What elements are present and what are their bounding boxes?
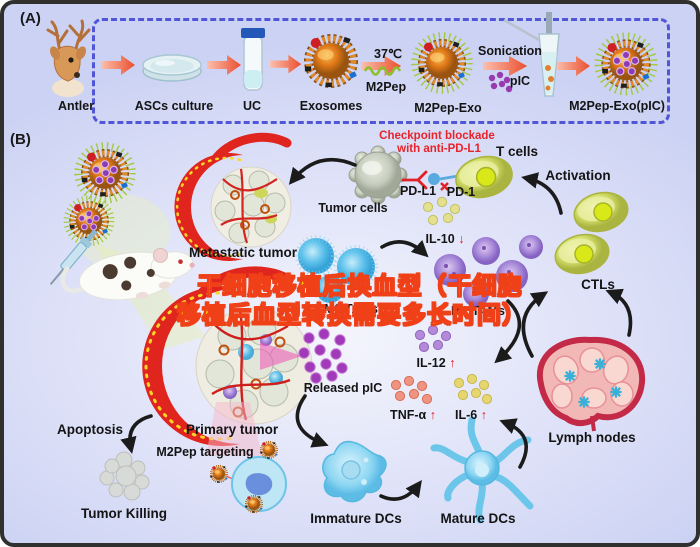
arrow-tumorcells-to-metastatic [288, 157, 357, 185]
mouse-icon [60, 247, 195, 301]
injected-exosome-1 [79, 147, 132, 200]
arrow-m1-down [494, 299, 522, 364]
mature-dcs-label: Mature DCs [440, 511, 516, 526]
immature-dc-icon [322, 440, 387, 503]
m2pep-label: M2Pep [365, 80, 407, 94]
t-cells-label: T cells [495, 144, 539, 159]
checkpoint-label-line1: Checkpoint blockade [379, 130, 495, 142]
metastatic-tumor-illustration [174, 132, 292, 261]
il6-up-arrow: ↑ [480, 408, 487, 422]
arrow-lymph-to-ctls-2 [605, 288, 633, 337]
released-pic-label: Released pIC [303, 381, 383, 395]
pd-l1-label: PD-L1 [399, 184, 437, 198]
arrow-immature-to-mature-dc [379, 479, 422, 501]
m2pep-exo-pic-label: M2Pep-Exo(pIC) [569, 99, 665, 113]
metastatic-tumor-label: Metastatic tumor [188, 245, 298, 260]
flow-arrow-2 [207, 55, 241, 75]
m1-tams-label: M1 TAMs [451, 304, 505, 318]
centrifuge-tube-icon [241, 28, 265, 91]
il10-dots [422, 196, 461, 226]
pic-dots-icon [488, 71, 513, 93]
temperature-label: 37℃ [374, 47, 402, 61]
ascs-culture-label: ASCs culture [134, 99, 214, 113]
tumor-cells-label: Tumor cells [318, 201, 388, 215]
arrow-pic-to-immature-dc [295, 394, 329, 448]
m2pep-targeting-label: M2Pep targeting [156, 445, 254, 459]
m2pep-squiggle-icon [363, 66, 402, 76]
watermark-line1: 干细胞移植后换血型（干细胞 [197, 273, 523, 301]
apoptotic-cell-icon [99, 451, 150, 501]
flow-arrow-6 [556, 56, 590, 76]
pd-l1-antibody-icon [401, 170, 459, 191]
uc-label: UC [242, 99, 262, 113]
il10-down-arrow: ↓ [458, 232, 465, 246]
tumor-killing-label: Tumor Killing [81, 506, 167, 521]
m2pep-targeting-cluster [208, 440, 287, 515]
il6-label: IL-6 ↑ [455, 408, 487, 422]
mature-dc-icon [430, 416, 534, 524]
arrow-activation [521, 172, 563, 215]
arrow-lymph-to-ctls-1 [521, 291, 549, 358]
exosome-m2pep-pic-icon [599, 37, 653, 91]
apoptosis-label: Apoptosis [57, 422, 123, 437]
ctl-cell-1 [569, 187, 633, 237]
flow-arrow-1 [101, 55, 135, 75]
sonication-tube-icon [538, 12, 560, 97]
flow-arrow-3 [270, 54, 302, 74]
checkpoint-label-line2: with anti-PD-L1 [397, 143, 481, 155]
m2pep-exo-label: M2Pep-Exo [414, 101, 482, 115]
il12-label: IL-12 ↑ [416, 356, 456, 370]
activation-label: Activation [545, 168, 611, 183]
lymph-node-icon [536, 336, 646, 432]
m2-tams-label: M2 TAMs [324, 302, 378, 316]
panel-a-dashed-border [92, 18, 670, 124]
petri-dish-icon [142, 54, 202, 82]
arrow-maturedc-up [499, 418, 529, 469]
tnf-up-arrow: ↑ [429, 408, 436, 422]
pic-label: pIC [509, 74, 531, 88]
arrow-m2-to-m1 [380, 240, 429, 258]
il10-label: IL-10 ↓ [425, 232, 465, 246]
diagram-graphics [46, 12, 700, 524]
exosome-m2pep-icon [416, 37, 469, 90]
released-pic-dots [298, 328, 348, 384]
m2-tam-cells [295, 235, 378, 306]
pd-1-label: PD-1 [446, 185, 476, 199]
ctl-cell-2 [550, 229, 614, 279]
ctls-label: CTLs [581, 277, 615, 292]
sonication-label: Sonication [478, 44, 542, 58]
il12-dots [414, 324, 452, 353]
antler-label: Antler [57, 99, 95, 113]
il6-dots [453, 373, 493, 405]
watermark-line2: 移植后血型转换需要多长时间） [177, 302, 527, 330]
tumor-release-beam [260, 342, 302, 370]
il12-up-arrow: ↑ [449, 356, 456, 370]
tnf-dots [390, 375, 433, 405]
sonication-probe-arm [503, 18, 540, 42]
primary-tumor-label: Primary tumor [185, 422, 279, 437]
arrow-apoptosis [120, 414, 153, 454]
exosomes-label: Exosomes [299, 99, 363, 113]
flow-arrow-5 [483, 56, 528, 76]
syringe-icon [49, 229, 98, 286]
panel-b-letter: (B) [10, 131, 31, 148]
panel-a-letter: (A) [20, 10, 41, 27]
tumor-target-beam [206, 402, 262, 456]
immature-dcs-label: Immature DCs [310, 511, 402, 526]
tnf-alpha-label: TNF-α ↑ [390, 408, 436, 422]
lymph-nodes-label: Lymph nodes [548, 430, 636, 445]
exosome-icon [305, 37, 357, 87]
m1-tam-cells [434, 235, 543, 307]
deer-antler-icon [46, 19, 91, 97]
